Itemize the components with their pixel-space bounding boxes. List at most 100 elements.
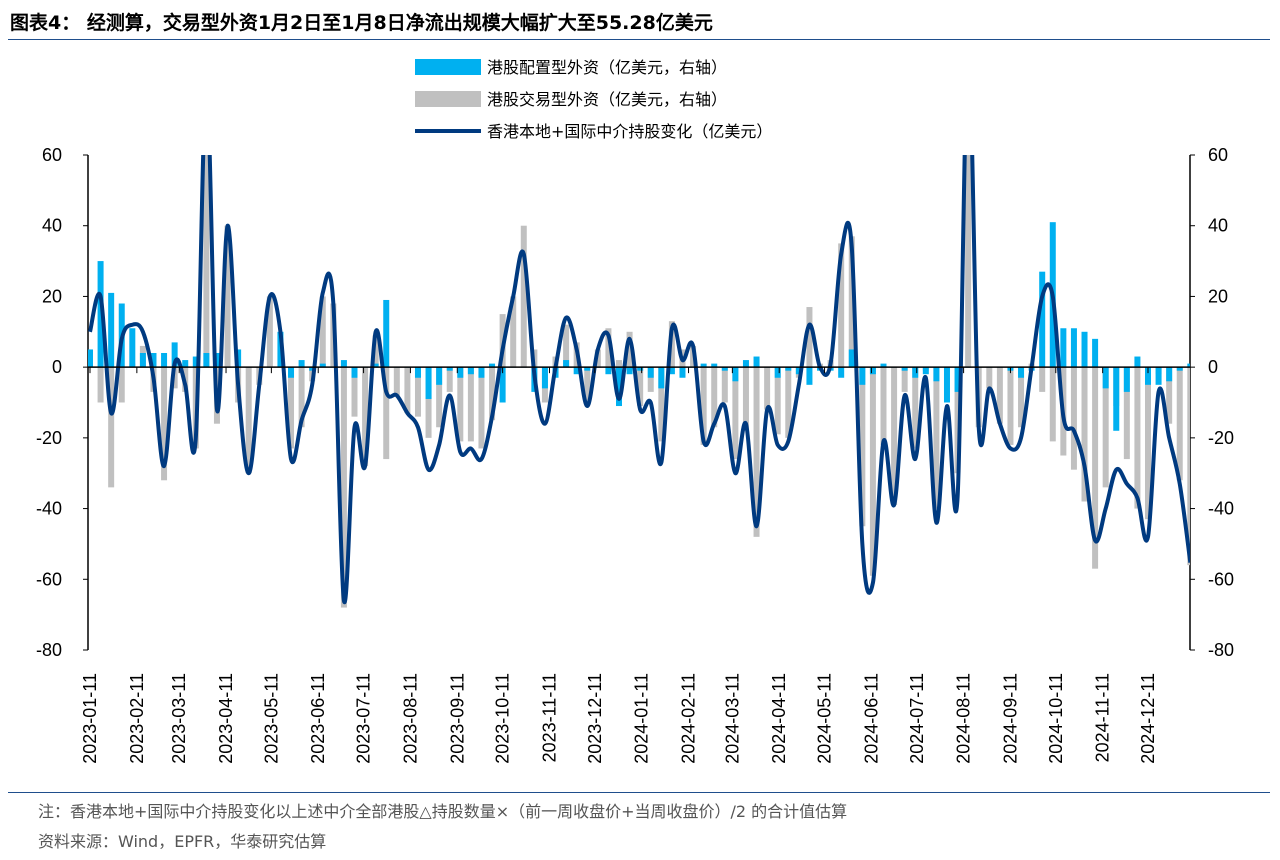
x-tick-label: 2023-09-11 [447,673,467,764]
bar-allocation [732,367,739,382]
bar-trading [806,307,813,368]
left-tick-label: -40 [36,499,62,519]
right-tick-label: 40 [1208,216,1228,236]
legend-label: 港股配置型外资（亿美元，右轴） [487,58,727,77]
x-tick-label: 2023-11-11 [539,673,559,762]
bar-trading [1070,367,1077,470]
x-tick-label: 2023-10-11 [493,673,513,764]
x-tick-label: 2023-02-11 [127,673,147,764]
bar-allocation [637,367,644,371]
bar-allocation [88,349,93,368]
bar-allocation [1155,367,1162,385]
bar-allocation [848,349,855,368]
bar-allocation [499,367,506,403]
bar-trading [362,367,369,467]
bar-trading [1176,367,1183,481]
x-tick-label: 2023-08-11 [400,673,420,764]
bar-trading [584,367,591,403]
x-tick-label: 2024-06-11 [861,673,881,764]
bar-trading [1145,367,1151,520]
bar-allocation [573,367,580,375]
bar-trading [203,155,210,368]
bar-trading [774,367,781,435]
bar-allocation [880,363,887,368]
bar-allocation [658,367,665,389]
bar-trading [1007,367,1014,445]
bar-trading [880,367,887,445]
right-tick-label: -80 [1208,640,1234,660]
bar-trading [478,367,485,449]
bar-allocation [383,299,390,368]
bar-allocation [1070,328,1077,368]
x-tick-label: 2024-04-11 [769,673,789,764]
bar-allocation [626,367,633,375]
left-tick-label: -80 [36,640,62,660]
bar-allocation [150,353,157,368]
bar-allocation [1081,331,1088,368]
bar-allocation [700,363,707,368]
bar-trading [510,296,517,368]
bar-trading [700,367,707,445]
bar-allocation [489,363,496,368]
bar-trading [605,328,612,368]
right-tick-label: -20 [1208,428,1234,448]
bar-trading [414,367,421,417]
bar-trading [626,331,633,368]
bar-trading [118,367,125,403]
bar-allocation [563,360,570,368]
bar-trading [467,367,474,442]
bar-allocation [414,367,421,378]
left-tick-label: -20 [36,428,62,448]
bar-allocation [584,367,591,371]
bar-trading [425,367,432,438]
bar-trading [245,367,252,474]
bar-allocation [309,367,316,371]
chart-title: 图表4： 经测算，交易型外资1月2日至1月8日净流出规模大幅扩大至55.28亿美… [10,12,713,34]
bar-allocation [182,360,189,368]
bar-trading [891,367,898,506]
x-tick-label: 2024-07-11 [907,673,927,764]
bar-allocation [668,367,675,375]
bar-trading [383,367,390,460]
x-tick-label: 2024-11-11 [1093,673,1113,762]
bar-trading [298,367,305,428]
bar-allocation [1187,363,1190,368]
bar-trading [732,367,739,460]
title-divider [8,39,1270,40]
bar-trading [901,367,908,392]
bar-allocation [605,367,612,375]
x-tick-label: 2023-12-11 [585,673,605,764]
bar-allocation [108,292,115,368]
bar-allocation [711,363,718,368]
x-tick-label: 2024-12-11 [1138,673,1158,764]
right-tick-label: 20 [1208,286,1228,306]
x-tick-label: 2024-09-11 [1000,673,1020,764]
bar-allocation [446,367,453,371]
bar-trading [1187,367,1190,566]
bar-allocation [933,367,940,382]
x-tick-label: 2024-01-11 [632,673,652,764]
x-tick-label: 2024-10-11 [1046,673,1066,764]
bar-trading [520,225,527,368]
bar-trading [224,225,231,368]
bar-allocation [97,261,104,368]
bar-allocation [1113,367,1120,431]
right-tick-label: -40 [1208,499,1234,519]
bar-trading [340,367,347,608]
bar-allocation [1018,367,1025,378]
bar-allocation [616,367,622,407]
bar-trading [563,324,570,368]
bar-allocation [192,356,199,368]
bar-trading [721,367,728,403]
bar-trading [404,367,411,414]
bar-allocation [1092,338,1099,368]
bar-allocation [1102,367,1109,389]
bar-trading [764,367,771,410]
bar-trading [965,155,972,368]
bar-allocation [806,367,813,385]
left-tick-label: 0 [52,357,62,377]
left-tick-label: 40 [42,216,62,236]
bar-trading [351,367,358,417]
bar-trading [986,367,993,389]
